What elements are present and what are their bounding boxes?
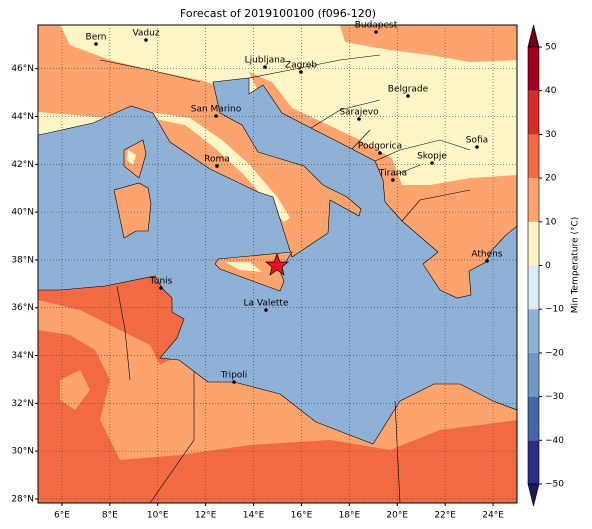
city-dot — [263, 65, 267, 69]
city-label: Budapest — [355, 21, 398, 31]
x-tick-label: 20°E — [386, 511, 408, 521]
temp-region — [38, 330, 517, 503]
city-dot — [357, 117, 361, 121]
temp-region — [123, 139, 147, 179]
temp-region — [38, 272, 190, 365]
colorbar-band — [528, 265, 539, 310]
y-tick-label: 42°N — [11, 160, 34, 170]
y-tick-label: 44°N — [11, 112, 34, 122]
x-tick-label: 12°E — [195, 511, 217, 521]
colorbar-tick-label: 30 — [545, 130, 557, 140]
city-label: La Valette — [244, 299, 289, 309]
temp-region — [225, 262, 262, 272]
x-tick-label: 22°E — [434, 511, 456, 521]
city-label: Vaduz — [132, 29, 159, 39]
colorbar-tick-label: −20 — [545, 348, 564, 358]
city-dot — [391, 178, 395, 182]
colorbar-band — [528, 309, 539, 353]
city-dot — [94, 42, 98, 46]
city-label: Belgrade — [388, 85, 429, 95]
city-label: Skopje — [417, 152, 447, 162]
colorbar-tick-label: 0 — [545, 261, 551, 271]
y-tick-label: 40°N — [11, 208, 34, 218]
temp-region — [113, 182, 152, 239]
city-dot — [430, 161, 434, 165]
city-label: Bern — [86, 33, 107, 43]
x-tick-label: 18°E — [339, 511, 361, 521]
city-label: Ljubljana — [245, 56, 286, 66]
city-label: Tripoli — [220, 371, 248, 381]
colorbar-band — [528, 47, 539, 91]
city-label: Sarajevo — [339, 108, 379, 118]
x-tick-label: 10°E — [147, 511, 169, 521]
colorbar-tick-label: −30 — [545, 392, 564, 402]
x-tick-label: 8°E — [102, 511, 118, 521]
colorbar-tick-label: −10 — [545, 305, 564, 315]
y-tick-label: 28°N — [11, 494, 34, 504]
city-dot — [406, 94, 410, 98]
y-tick-label: 32°N — [11, 399, 34, 409]
temp-region — [127, 150, 136, 165]
colorbar-tick-label: 10 — [545, 217, 557, 227]
city-dot — [299, 70, 303, 74]
x-tick-label: 14°E — [243, 511, 265, 521]
city-label: Sofia — [466, 136, 488, 146]
city-label: Roma — [204, 155, 230, 165]
x-tick-label: 16°E — [291, 511, 313, 521]
colorbar-band — [528, 396, 539, 441]
colorbar-band — [528, 440, 539, 484]
colorbar-band — [528, 178, 539, 222]
city-dot — [264, 308, 268, 312]
map-frame — [37, 24, 518, 504]
y-tick-label: 38°N — [11, 255, 34, 265]
colorbar-band — [528, 134, 539, 179]
city-dot — [378, 151, 382, 155]
colorbar-tick-label: −40 — [545, 436, 564, 446]
city-label: Zagreb — [285, 61, 317, 71]
colorbar-label: Min Temperature (°C) — [571, 217, 581, 314]
city-dot — [475, 145, 479, 149]
map-title: Forecast of 2019100100 (f096-120) — [180, 7, 376, 20]
y-tick-label: 30°N — [11, 447, 34, 457]
city-label: Tirana — [378, 169, 407, 179]
colorbar-extend — [527, 24, 540, 48]
city-dot — [159, 286, 163, 290]
temp-region — [60, 370, 90, 410]
city-label: San Marino — [191, 105, 242, 115]
y-tick-label: 36°N — [11, 303, 34, 313]
colorbar-tick-label: −50 — [545, 480, 564, 490]
colorbar-band — [528, 90, 539, 135]
colorbar-tick-label: 50 — [545, 43, 557, 53]
colorbar-tick-label: 40 — [545, 86, 557, 96]
city-dot — [232, 380, 236, 384]
city-dot — [144, 38, 148, 42]
city-label: Athens — [471, 250, 502, 260]
city-label: Podgorica — [358, 142, 402, 152]
x-tick-label: 24°E — [482, 511, 504, 521]
y-tick-label: 46°N — [11, 64, 34, 74]
temp-region — [38, 25, 368, 262]
colorbar-tick-label: 20 — [545, 174, 557, 184]
colorbar-band — [528, 352, 539, 397]
city-dot — [214, 114, 218, 118]
city-dot — [215, 164, 219, 168]
city-label: Tunis — [149, 277, 173, 287]
colorbar-band — [528, 221, 539, 266]
city-dot — [374, 30, 378, 34]
location-star — [265, 253, 289, 276]
temp-region — [340, 25, 517, 62]
y-tick-label: 34°N — [11, 351, 34, 361]
x-tick-label: 6°E — [54, 511, 70, 521]
colorbar-extend — [527, 483, 540, 507]
city-dot — [485, 259, 489, 263]
